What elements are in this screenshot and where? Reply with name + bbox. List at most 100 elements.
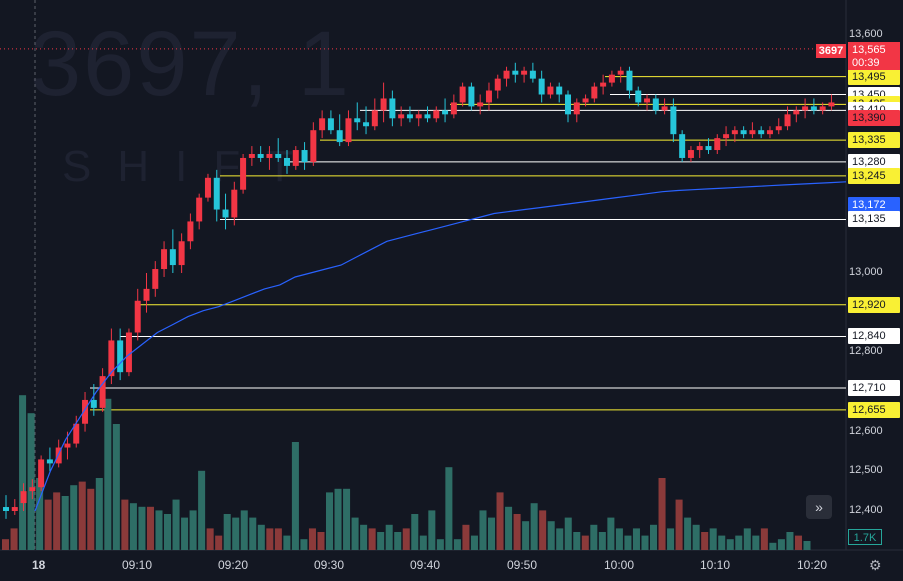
settings-gear-icon[interactable]: ⚙ <box>869 557 882 573</box>
candle-body <box>389 98 396 119</box>
candle-body <box>819 106 826 111</box>
candle-body <box>327 118 334 131</box>
candle-body <box>459 86 466 103</box>
candle-body <box>687 150 694 158</box>
volume-bar <box>249 517 257 550</box>
candle-body <box>582 98 589 103</box>
volume-bar <box>266 528 274 550</box>
candle-body <box>635 90 642 103</box>
volume-bar <box>709 528 717 550</box>
price-axis-label: 13,000 <box>849 266 883 278</box>
candle-body <box>108 340 115 377</box>
candle-body <box>354 118 361 123</box>
price-level-tag: 13,495 <box>848 68 900 85</box>
candle-body <box>521 70 528 75</box>
candle-body <box>450 102 457 115</box>
vwap-line <box>34 181 847 512</box>
candle-body <box>46 459 53 464</box>
candle-body <box>556 86 563 95</box>
volume-bar <box>564 517 572 550</box>
volume-bar <box>351 517 359 550</box>
volume-bar <box>752 535 760 550</box>
symbol-tag: 3697 <box>816 44 846 58</box>
candle-body <box>723 134 730 139</box>
time-axis-label: 10:10 <box>700 558 731 572</box>
candle-body <box>442 110 449 115</box>
candle-body <box>652 98 659 111</box>
volume-bar <box>291 442 299 550</box>
volume-bar <box>368 528 376 550</box>
candle-body <box>196 197 203 222</box>
volume-bar <box>172 499 180 550</box>
volume-bar <box>419 535 427 550</box>
volume-bar <box>44 499 52 550</box>
candle-body <box>292 150 299 166</box>
candle-body <box>38 459 45 488</box>
volume-bar <box>641 535 649 550</box>
candle-body <box>608 74 615 83</box>
volume-bar <box>607 517 615 550</box>
candle-body <box>424 114 431 119</box>
volume-bar <box>769 542 777 550</box>
candle-body <box>371 110 378 127</box>
volume-bar <box>70 485 78 550</box>
volume-bar <box>385 524 393 550</box>
candle-body <box>398 114 405 119</box>
volume-bar <box>667 528 675 550</box>
volume-bar <box>61 496 69 550</box>
volume-bar <box>786 532 794 550</box>
volume-bar <box>692 524 700 550</box>
volume-bar <box>189 510 197 550</box>
volume-bar <box>735 535 743 550</box>
volume-bar <box>470 535 478 550</box>
candle-body <box>775 126 782 131</box>
candle-body <box>740 130 747 135</box>
volume-bar <box>394 532 402 550</box>
candle-body <box>20 491 27 504</box>
volume-bar <box>283 535 291 550</box>
volume-bar <box>121 499 129 550</box>
candle-body <box>415 114 422 119</box>
price-axis-label: 12,500 <box>849 464 883 477</box>
candle-body <box>468 86 475 107</box>
volume-bar <box>539 510 547 550</box>
volume-bar <box>598 532 606 550</box>
candle-body <box>275 154 282 158</box>
volume-bar <box>53 492 61 550</box>
go-to-realtime-button[interactable]: » <box>806 495 832 519</box>
volume-bar <box>146 506 154 550</box>
price-axis-label: 12,800 <box>849 345 883 358</box>
volume-bar <box>803 541 811 550</box>
candle-body <box>204 177 211 198</box>
volume-bar <box>240 510 248 550</box>
volume-bar <box>78 481 86 550</box>
price-level-tag: 13,245 <box>848 167 900 184</box>
volume-bar <box>590 524 598 550</box>
candle-body <box>231 189 238 218</box>
candle-body <box>714 138 721 151</box>
time-axis-label: 09:50 <box>507 558 538 572</box>
volume-bar <box>684 517 692 550</box>
volume-bar <box>505 506 513 550</box>
time-axis-label: 09:10 <box>122 558 153 572</box>
price-axis-label: 12,400 <box>849 504 883 516</box>
volume-bar <box>777 539 785 550</box>
candle-body <box>90 399 97 408</box>
candle-body <box>310 130 317 162</box>
volume-bar <box>573 532 581 550</box>
candle-body <box>802 106 809 111</box>
volume-bar <box>522 521 530 550</box>
volume-bar <box>317 532 325 550</box>
candle-body <box>266 154 273 158</box>
volume-bar <box>581 535 589 550</box>
candle-body <box>644 98 651 103</box>
volume-bar <box>402 528 410 550</box>
candle-body <box>758 130 765 135</box>
volume-bar <box>718 535 726 550</box>
candle-body <box>363 122 370 127</box>
volume-bar <box>215 535 223 550</box>
volume-bar <box>624 535 632 550</box>
time-axis-label: 18 <box>32 558 46 572</box>
